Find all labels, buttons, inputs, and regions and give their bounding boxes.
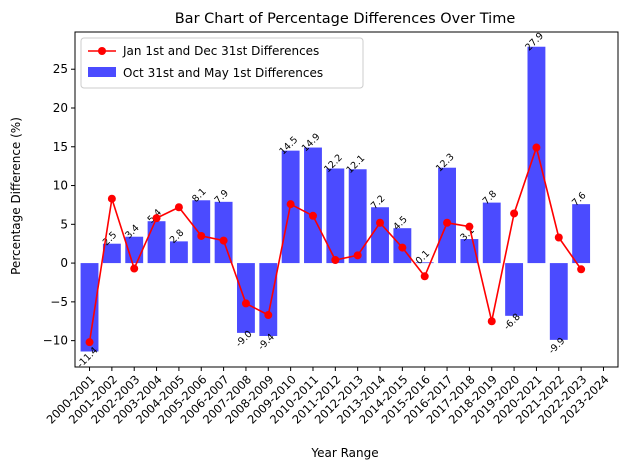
line-point [174,203,183,212]
plot-frame [74,31,619,368]
y-tick-label: 25 [53,62,68,76]
line-point [510,209,519,218]
line-point [420,272,429,281]
line-point [487,317,496,326]
line-point [264,311,273,320]
legend-entry-jan-dec: Jan 1st and Dec 31st Differences [122,44,319,58]
line-point [241,299,250,308]
line-point [331,255,340,264]
line-point [219,236,228,245]
line-point [577,265,586,274]
line-point [197,231,206,240]
bar [482,202,501,264]
y-tick-label: 20 [53,101,68,115]
legend-line-marker [98,47,106,55]
line-point [130,264,139,273]
line-point [376,218,385,227]
bar [147,221,166,264]
legend: Jan 1st and Dec 31st Differences Oct 31st… [80,37,364,89]
line-point [85,338,94,347]
y-tick-label: −5 [50,295,68,309]
legend-entry-oct-may: Oct 31st and May 1st Differences [123,66,323,80]
bar [80,263,99,352]
legend-bar-swatch [88,67,116,77]
line-point [286,200,295,209]
bar [438,167,456,264]
y-axis-label: Percentage Difference (%) [9,117,23,275]
y-tick-label: 15 [53,140,68,154]
bar [326,168,345,264]
bar [259,263,278,336]
line-point [443,218,452,227]
line-point [107,194,116,203]
line-point [465,222,474,231]
bar [572,204,591,264]
x-axis-label: Year Range [310,446,378,460]
line-point [353,251,362,260]
y-tick-label: −10 [43,334,68,348]
line-point [554,233,563,242]
line-point [532,143,541,152]
bar [237,263,255,333]
bar [371,207,389,264]
line-point [152,214,161,223]
legend-box [80,37,364,89]
line-point [308,211,317,220]
bar [505,263,524,316]
bar [169,241,188,264]
bar [527,46,546,264]
line-point [398,243,407,252]
bar [214,201,233,264]
chart-title: Bar Chart of Percentage Differences Over… [175,11,516,27]
bar [348,169,367,264]
bar [192,200,211,264]
y-tick-label: 10 [53,179,68,193]
bar [415,262,434,264]
bar [549,263,568,340]
bar [102,243,121,264]
y-tick-label: 5 [60,217,68,231]
y-tick-label: 0 [60,256,68,270]
bar [304,147,322,264]
